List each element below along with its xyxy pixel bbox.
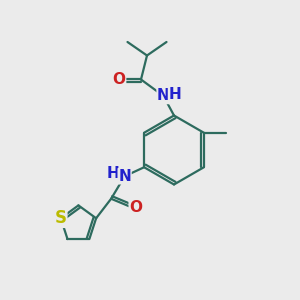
Text: N: N <box>157 88 170 104</box>
Text: H: H <box>169 87 181 102</box>
Text: O: O <box>129 200 142 215</box>
Text: O: O <box>112 72 126 87</box>
Text: S: S <box>55 209 67 227</box>
Text: N: N <box>118 169 131 184</box>
Text: H: H <box>107 166 120 181</box>
